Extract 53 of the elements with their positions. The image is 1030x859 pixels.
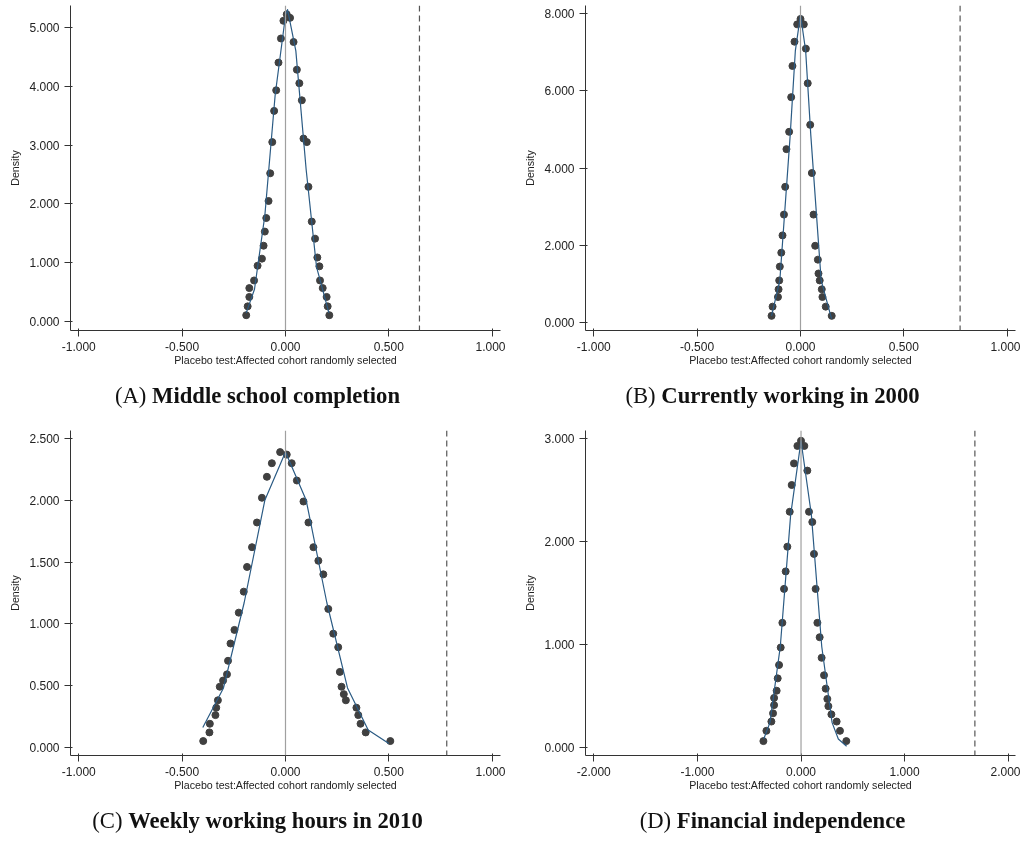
x-tick-label: -2.000: [576, 764, 612, 779]
y-tick-label: 1.000: [544, 637, 575, 652]
y-tick-label: 0.000: [544, 740, 575, 755]
y-tick-label: 5.000: [29, 20, 60, 35]
x-tick-label: -1.000: [61, 764, 97, 779]
y-tick-label: 1.000: [29, 617, 60, 632]
y-tick-label: 6.000: [544, 84, 575, 99]
y-tick-label: 4.000: [29, 79, 60, 94]
x-tick-label: 1.000: [990, 339, 1021, 354]
y-tick-label: 3.000: [544, 432, 575, 447]
x-tick-label: 0.000: [270, 764, 301, 779]
x-tick-label: -1.000: [61, 339, 97, 354]
y-tick-label: 0.500: [29, 678, 60, 693]
x-axis-title: Placebo test:Affected cohort randomly selected: [174, 353, 397, 366]
y-tick-label: 3.000: [29, 138, 60, 153]
text: (C) Weekly working hours in 2010: [92, 807, 423, 835]
y-tick-label: 2.000: [29, 197, 60, 212]
text: (A) Middle school completion: [114, 382, 401, 410]
y-axis-title: Density: [524, 149, 537, 186]
x-axis-title: Placebo test:Affected cohort randomly selected: [689, 353, 912, 366]
y-tick-label: 1.000: [29, 256, 60, 271]
y-tick-label: 0.000: [29, 315, 60, 330]
y-tick-label: 0.000: [544, 315, 575, 330]
y-tick-label: 1.500: [29, 555, 60, 570]
x-tick-label: -0.500: [680, 339, 715, 354]
text: (B) Currently working in 2000: [625, 382, 920, 410]
y-axis-title: Density: [524, 574, 537, 611]
x-tick-label: 0.500: [888, 339, 920, 354]
x-axis-title: Placebo test:Affected cohort randomly selected: [689, 778, 912, 791]
x-tick-label: 0.500: [373, 339, 405, 354]
y-tick-label: 4.000: [544, 161, 575, 176]
y-tick-label: 2.500: [29, 432, 60, 447]
x-tick-label: 0.000: [786, 764, 817, 779]
x-tick-label: -0.500: [165, 339, 200, 354]
text: (D) Financial independence: [639, 807, 906, 835]
x-tick-label: 1.000: [889, 764, 920, 779]
x-tick-label: 1.000: [475, 339, 506, 354]
x-tick-label: -1.000: [680, 764, 715, 779]
x-tick-label: 0.000: [270, 339, 301, 354]
x-tick-label: 0.000: [785, 339, 816, 354]
x-tick-label: -0.500: [165, 764, 200, 779]
x-tick-label: 1.000: [475, 764, 506, 779]
y-tick-label: 0.000: [29, 740, 60, 755]
x-tick-label: 2.000: [990, 764, 1021, 779]
y-tick-label: 2.000: [544, 238, 575, 253]
y-tick-label: 2.000: [29, 493, 60, 508]
x-tick-label: 0.500: [373, 764, 405, 779]
y-axis-title: Density: [9, 574, 22, 611]
y-tick-label: 8.000: [544, 7, 575, 22]
y-tick-label: 2.000: [544, 535, 575, 550]
x-axis-title: Placebo test:Affected cohort randomly selected: [174, 778, 397, 791]
y-axis-title: Density: [9, 149, 22, 186]
x-tick-label: -1.000: [576, 339, 612, 354]
